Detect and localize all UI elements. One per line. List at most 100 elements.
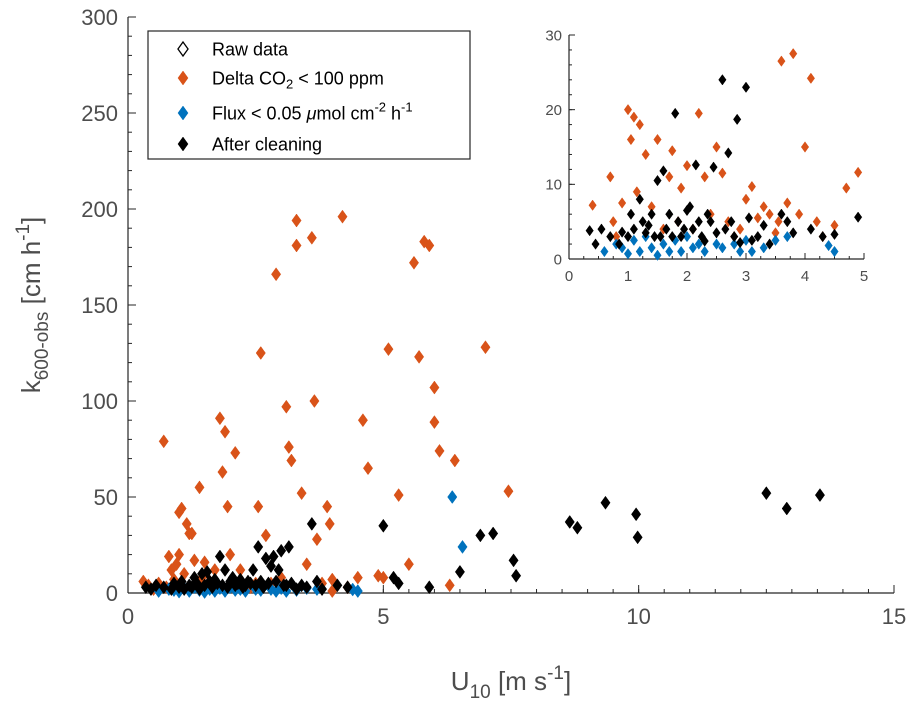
main-point-delta	[220, 424, 231, 439]
inset-point-after	[659, 165, 668, 177]
main-point-delta	[291, 213, 302, 228]
main-point-after	[265, 559, 276, 574]
legend-label-text: mol cm	[316, 104, 374, 124]
inset-point-after	[703, 208, 712, 220]
inset-point-delta	[635, 118, 644, 131]
main-point-after	[508, 553, 519, 568]
main-point-after	[564, 515, 575, 529]
main-point-delta	[186, 526, 197, 541]
main-point-delta	[429, 380, 440, 395]
main-point-after	[151, 578, 162, 593]
main-point-delta	[414, 349, 425, 364]
inset-point-delta	[747, 180, 756, 193]
main-point-after	[388, 570, 399, 585]
main-x-tick-label: 5	[377, 604, 389, 629]
main-point-delta	[378, 570, 389, 585]
main-point-after	[475, 528, 486, 543]
main-point-delta	[255, 346, 266, 360]
inset-point-after	[733, 113, 742, 126]
inset-point-after	[789, 227, 798, 239]
main-point-after	[248, 563, 259, 577]
main-point-delta	[311, 532, 322, 547]
main-point-after	[761, 486, 772, 501]
main-point-delta	[194, 480, 205, 495]
inset-point-delta	[609, 216, 618, 228]
inset-point-after	[721, 223, 730, 235]
legend-marker-raw	[177, 40, 189, 58]
y-axis-title-unit: [cm h	[16, 241, 46, 312]
inset-x-tick-label: 0	[565, 268, 573, 285]
main-point-after	[342, 580, 353, 595]
inset-point-delta	[736, 223, 745, 235]
inset-point-after	[736, 236, 745, 249]
main-point-delta	[429, 415, 440, 430]
inset-y-tick-label: 30	[545, 27, 562, 44]
inset-point-after	[641, 227, 650, 239]
inset-point-after	[668, 230, 677, 243]
inset-point-after	[665, 208, 674, 220]
main-point-delta	[296, 486, 307, 501]
main-y-tick-label: 50	[94, 485, 118, 510]
main-point-delta	[306, 230, 317, 245]
main-point-after	[276, 543, 287, 558]
main-point-after	[488, 526, 499, 541]
main-x-axis-title: U10 [m s-1]	[451, 663, 571, 703]
inset-point-after	[644, 219, 653, 232]
inset-point-after	[615, 238, 624, 250]
inset-point-delta	[700, 171, 709, 183]
inset-point-delta	[626, 133, 636, 146]
inset-point-after	[623, 230, 633, 243]
inset-point-flux	[629, 234, 638, 246]
inset-point-after	[591, 238, 600, 250]
main-point-after	[273, 563, 284, 577]
main-point-after	[306, 516, 317, 531]
legend: Raw data Delta CO2 < 100 ppm Flux < 0.05 μ…	[147, 30, 471, 160]
inset-point-after	[759, 219, 768, 232]
inset-point-delta	[806, 72, 815, 84]
inset-point-after	[626, 208, 636, 220]
y-axis-title-superscript: -1	[13, 224, 34, 241]
main-point-after	[158, 580, 169, 595]
main-point-delta	[189, 553, 200, 568]
main-point-delta	[480, 340, 491, 355]
inset-point-flux	[718, 242, 727, 254]
main-point-delta	[434, 443, 445, 458]
inset-x-tick-label: 1	[624, 268, 632, 285]
inset-point-after	[806, 223, 815, 235]
main-point-delta	[260, 528, 271, 543]
main-point-flux	[447, 490, 458, 504]
main-point-delta	[449, 453, 460, 468]
main-point-delta	[324, 516, 335, 531]
inset-point-after	[597, 223, 606, 235]
legend-label-superscript: -1	[401, 100, 413, 115]
inset-point-flux	[600, 245, 609, 258]
main-point-delta	[301, 557, 312, 572]
main-point-delta	[271, 267, 282, 282]
main-point-after	[511, 568, 522, 583]
main-point-delta	[253, 499, 264, 514]
inset-point-after	[724, 147, 733, 159]
inset-point-after	[688, 223, 697, 235]
inset-y-tick-label: 10	[545, 177, 562, 194]
inset-point-after	[727, 216, 736, 228]
inset-point-delta	[712, 141, 721, 153]
inset-point-after	[618, 226, 627, 238]
main-y-tick-label: 200	[81, 197, 118, 222]
inset-point-delta	[800, 141, 810, 153]
inset-point-after	[656, 230, 665, 243]
main-point-delta	[158, 434, 169, 449]
main-point-delta	[408, 255, 419, 270]
legend-label-subscript: 2	[286, 77, 293, 92]
inset-x-tick-label: 2	[683, 268, 691, 285]
inset-point-after	[706, 216, 715, 228]
inset-point-flux	[623, 248, 633, 260]
inset-point-after	[744, 212, 754, 224]
inset-point-after	[718, 74, 727, 86]
main-point-after	[268, 549, 279, 564]
main-point-after	[781, 501, 792, 516]
main-point-after	[317, 582, 328, 597]
inset-point-after	[747, 234, 756, 246]
main-point-after	[271, 574, 282, 589]
inset-point-flux	[712, 238, 721, 250]
